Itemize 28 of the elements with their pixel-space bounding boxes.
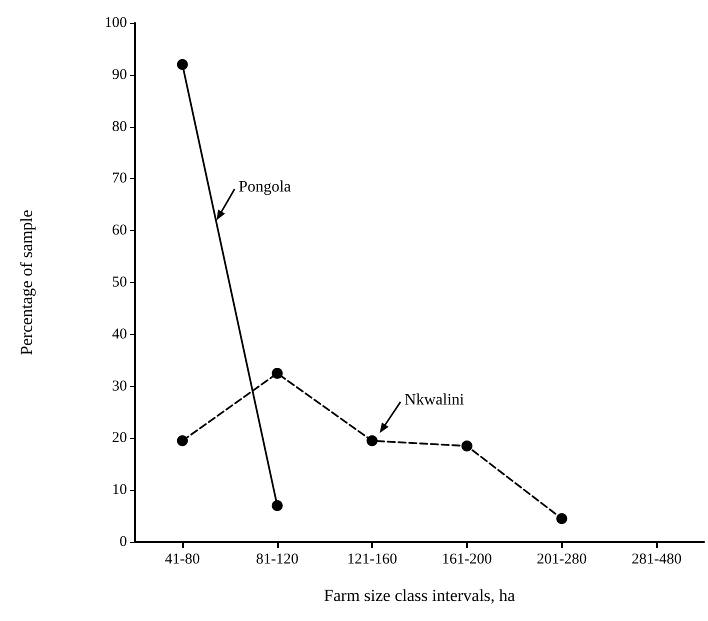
y-tick-label: 20 xyxy=(112,430,127,446)
x-tick-label: 201-280 xyxy=(536,552,587,568)
y-tick-label: 30 xyxy=(112,378,127,394)
x-tick-label: 41-80 xyxy=(164,552,200,568)
series-label: Pongola xyxy=(238,178,292,196)
x-axis-title: Farm size class intervals, ha xyxy=(324,586,516,605)
text: Nkwalini xyxy=(404,391,465,408)
point xyxy=(366,435,378,446)
y-tick-label: 100 xyxy=(104,15,127,31)
y-tick-label: 60 xyxy=(112,222,127,239)
point xyxy=(272,500,283,512)
point xyxy=(272,368,283,379)
x-tick-label: 121-160 xyxy=(347,552,398,568)
y-tick-label: 50 xyxy=(112,274,127,290)
y-tick-label: 40 xyxy=(112,326,127,342)
y-tick-label: 80 xyxy=(112,118,127,135)
y-axis-title: Percentage of sample xyxy=(17,210,36,356)
point xyxy=(176,59,188,70)
point xyxy=(461,440,472,452)
point xyxy=(176,435,188,446)
y-tick-label: 0 xyxy=(120,534,127,550)
y-tick-label: 70 xyxy=(112,170,127,187)
x-tick-label: 161-200 xyxy=(442,552,492,568)
y-tick-label: 10 xyxy=(112,482,127,498)
x-tick-label: 81-120 xyxy=(256,552,298,568)
point xyxy=(556,513,568,524)
x-tick-label: 281-480 xyxy=(632,552,682,568)
y-tick-label: 90 xyxy=(112,66,127,83)
